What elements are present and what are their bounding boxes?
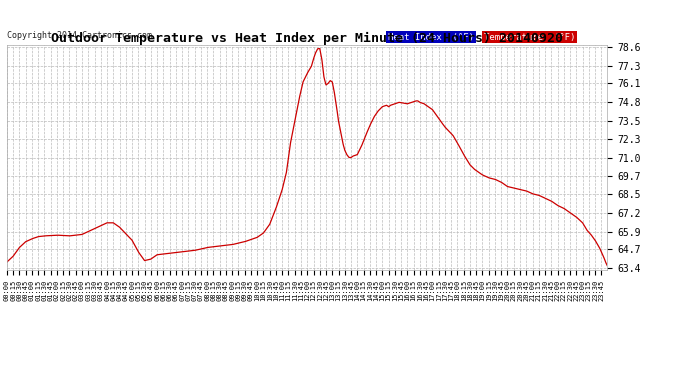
Title: Outdoor Temperature vs Heat Index per Minute (24 Hours) 20140920: Outdoor Temperature vs Heat Index per Mi… [51,32,563,45]
Text: Heat Index  (°F): Heat Index (°F) [388,33,474,42]
Text: Temperature  (°F): Temperature (°F) [484,33,575,42]
Text: Copyright 2014 Cartronics.com: Copyright 2014 Cartronics.com [7,32,152,40]
